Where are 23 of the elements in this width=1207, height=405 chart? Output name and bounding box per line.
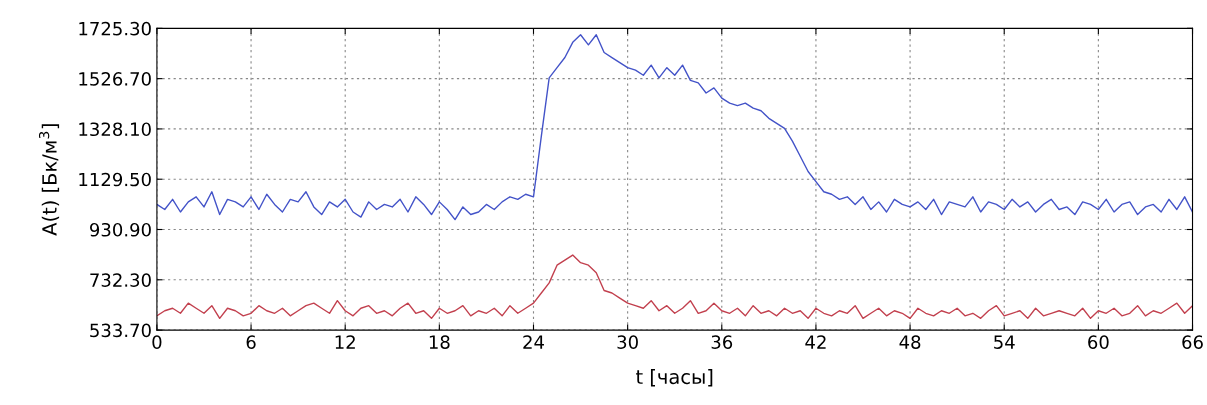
x-tick-label: 24 (523, 335, 544, 349)
x-tick-label: 0 (152, 335, 162, 349)
y-tick-label: 1328.10 (79, 122, 151, 137)
x-tick-label: 48 (899, 335, 921, 349)
x-tick-label: 30 (617, 335, 638, 349)
line-series (156, 34, 1193, 221)
y-tick-label: 1725.30 (79, 21, 151, 36)
y-tick-label: 930.90 (90, 222, 151, 237)
x-tick-label: 60 (1088, 335, 1109, 349)
x-tick-label: 42 (805, 335, 826, 349)
x-tick-label: 6 (246, 335, 256, 349)
x-tick-label: 66 (1182, 335, 1203, 349)
y-tick-label: 732.30 (90, 273, 151, 287)
y-axis-title: A(t) [Бк/м$^{3}$] (38, 124, 60, 236)
y-tick-label: 1129.50 (79, 172, 151, 187)
line-series (156, 254, 1193, 320)
x-tick-label: 12 (335, 335, 355, 349)
x-tick-label: 18 (429, 335, 450, 349)
x-axis-title: t [часы] (636, 369, 713, 387)
y-tick-label: 1526.70 (79, 72, 151, 86)
x-tick-label: 36 (711, 335, 733, 349)
y-tick-label: 533.70 (90, 323, 151, 338)
x-tick-label: 54 (994, 335, 1015, 349)
